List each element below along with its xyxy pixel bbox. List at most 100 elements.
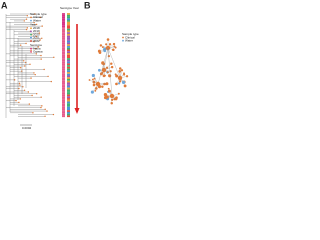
- node: [101, 46, 104, 49]
- year-cell: [67, 37, 70, 40]
- panel-label: B: [84, 0, 91, 10]
- serotype-cell: [62, 96, 65, 99]
- tip: [19, 67, 22, 69]
- serotype-cell: [62, 106, 65, 109]
- serotype-cell: [62, 70, 65, 73]
- tip: [53, 56, 55, 59]
- year-cell: [67, 63, 70, 66]
- serotype-cell: [62, 75, 65, 78]
- node: [105, 82, 109, 86]
- serotype-cell: [62, 42, 65, 45]
- tip: [26, 15, 28, 17]
- serotype-cell: [62, 28, 65, 31]
- serotype-cell: [62, 23, 65, 26]
- legend-label: Water: [125, 38, 133, 42]
- serotype-cell: [62, 99, 65, 102]
- legend-label: 2019: [33, 29, 40, 33]
- legend-swatch: [30, 50, 32, 53]
- serotype-cell: [62, 89, 65, 92]
- year-cell: [67, 99, 70, 102]
- serotype-cell: [62, 49, 65, 52]
- tip: [18, 87, 20, 90]
- serotype-cell: [62, 35, 65, 38]
- tip: [30, 49, 32, 52]
- tip: [25, 61, 27, 64]
- node: [123, 84, 127, 88]
- legend-label: Ogawa: [33, 50, 43, 54]
- year-cell: [67, 27, 70, 29]
- node: [117, 75, 123, 81]
- node: [123, 73, 126, 76]
- legend-label: Water: [33, 18, 41, 22]
- serotype-cell: [62, 40, 65, 43]
- tip: [18, 101, 20, 104]
- legend-label: 2022: [33, 39, 40, 43]
- tip: [40, 106, 42, 109]
- year-cell: [67, 96, 70, 99]
- year-cell: [67, 105, 70, 107]
- serotype-cell: [62, 92, 65, 95]
- node: [117, 92, 120, 95]
- annotation-columns: [62, 13, 70, 118]
- legend-swatch: [30, 33, 32, 36]
- legend-swatch: [30, 19, 32, 22]
- tip: [33, 21, 35, 24]
- tip: [27, 91, 30, 93]
- node: [90, 90, 94, 94]
- year-cell: [67, 46, 70, 48]
- serotype-cell: [62, 53, 65, 55]
- year-cell: [67, 14, 70, 17]
- year-cell: [67, 101, 70, 104]
- serotype-cell: [62, 21, 65, 24]
- legend: Sample typeClinicalWaterYear201820192020…: [30, 12, 47, 54]
- node: [88, 79, 91, 81]
- serotype-cell: [62, 44, 65, 47]
- serotype-cell: [62, 20, 65, 22]
- node: [112, 48, 115, 52]
- year-cell: [67, 106, 70, 109]
- year-cell: [67, 47, 70, 50]
- tip: [35, 35, 38, 38]
- tip: [44, 108, 46, 111]
- serotype-cell: [62, 111, 65, 114]
- year-cell: [67, 87, 70, 90]
- serotype-cell: [62, 84, 65, 86]
- serotype-cell: [62, 66, 65, 69]
- tip: [26, 27, 29, 29]
- node: [121, 80, 126, 85]
- node: [110, 98, 114, 102]
- tip: [35, 47, 37, 50]
- year-cell: [67, 91, 70, 93]
- node: [109, 93, 115, 99]
- year-cell: [67, 65, 70, 67]
- tip: [20, 44, 22, 46]
- year-cell: [67, 66, 70, 69]
- year-cell: [67, 61, 70, 64]
- serotype-cell: [62, 30, 65, 33]
- year-cell: [67, 111, 70, 114]
- tip: [25, 18, 28, 20]
- node: [106, 71, 109, 74]
- year-cell: [67, 92, 70, 95]
- tip: [34, 13, 36, 15]
- year-cell: [67, 32, 70, 34]
- node: [94, 89, 97, 92]
- node: [91, 78, 94, 81]
- tip: [23, 89, 26, 91]
- serotype-cell: [62, 98, 65, 100]
- node: [117, 82, 121, 85]
- node: [92, 83, 96, 87]
- year-cell: [67, 85, 70, 88]
- year-cell: [67, 40, 70, 43]
- year-cell: [67, 49, 70, 52]
- tip: [32, 112, 34, 114]
- serotype-cell: [62, 37, 65, 40]
- legend-swatch: [30, 40, 32, 42]
- serotype-cell: [62, 25, 65, 27]
- year-cell: [67, 77, 70, 79]
- node: [103, 49, 107, 53]
- year-cell: [67, 54, 70, 57]
- tip: [33, 41, 35, 43]
- node: [99, 44, 103, 47]
- node: [106, 38, 110, 41]
